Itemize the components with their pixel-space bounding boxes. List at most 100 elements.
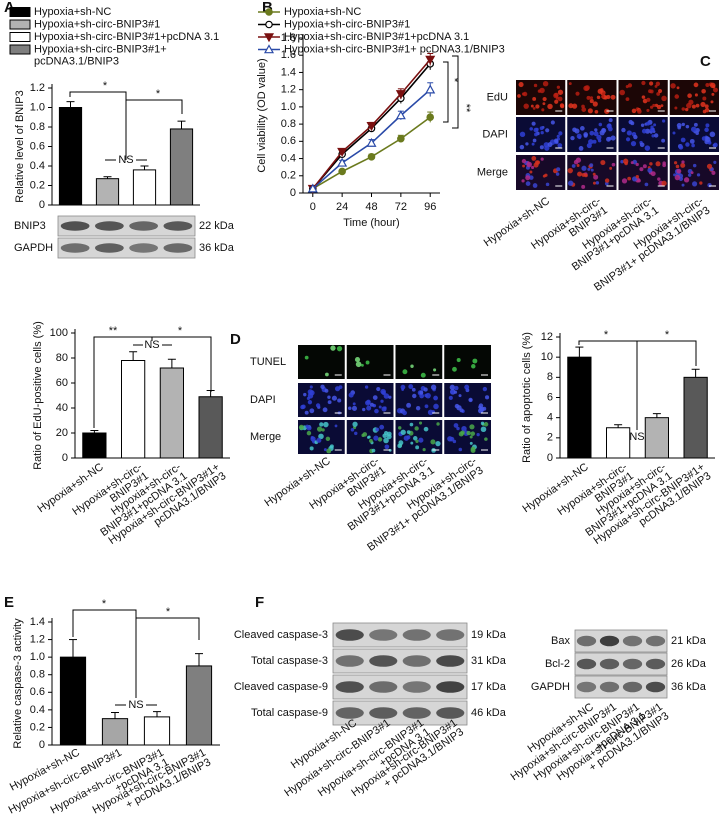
cell-nucleus (521, 179, 525, 183)
bar (185, 665, 213, 746)
y-axis-title: Relative caspase-3 activity (12, 618, 24, 749)
cell-nucleus (609, 166, 613, 170)
panel-letter: D (230, 331, 241, 348)
cell-nucleus (685, 142, 690, 147)
legend-label: Hypoxia+sh-circ-BNIP3#1+ (34, 43, 167, 55)
cell-nucleus (420, 372, 426, 378)
cell-nucleus (699, 181, 703, 185)
cell-nucleus (382, 433, 387, 439)
y-tick-label: 0 (290, 187, 296, 199)
cell-nucleus (461, 426, 467, 432)
cell-nucleus (695, 103, 700, 108)
cell-nucleus (433, 368, 437, 372)
cell-nucleus (576, 133, 582, 139)
panel-letter: E (4, 594, 14, 611)
cell-nucleus (705, 136, 709, 140)
cell-nucleus (449, 384, 456, 391)
blot-band (599, 635, 620, 647)
cell-nucleus (642, 98, 648, 104)
cell-nucleus (687, 93, 692, 99)
cell-nucleus (574, 128, 580, 134)
y-tick-label: 0 (547, 452, 553, 464)
blot-band (645, 658, 666, 670)
y-axis-title: Cell viability (OD value) (256, 58, 268, 172)
blot-size: 21 kDa (671, 635, 707, 647)
cell-nucleus (480, 421, 485, 426)
bar (101, 718, 129, 746)
y-tick-label: 1.8 (281, 32, 296, 44)
blot-label: GAPDH (531, 681, 570, 693)
cell-nucleus (352, 421, 358, 427)
cell-nucleus (646, 108, 650, 112)
blot-band (436, 629, 465, 641)
cell-nucleus (556, 167, 561, 172)
point (307, 183, 318, 193)
cell-nucleus (309, 390, 315, 396)
cell-nucleus (456, 426, 460, 431)
cell-nucleus (469, 435, 473, 439)
cell-nucleus (707, 182, 712, 188)
cell-nucleus (309, 385, 313, 389)
blot-label: GAPDH (14, 242, 53, 254)
cell-nucleus (554, 99, 559, 104)
cell-nucleus (325, 436, 331, 441)
blot-band (576, 681, 597, 693)
legend-marker (265, 20, 273, 29)
cell-nucleus (672, 131, 676, 135)
cell-nucleus (592, 139, 597, 144)
cell-nucleus (687, 173, 692, 177)
cell-nucleus (583, 85, 589, 91)
cell-nucleus (351, 405, 358, 411)
cell-nucleus (553, 92, 559, 99)
row-label: DAPI (482, 128, 508, 140)
y-tick-label: 8 (547, 371, 553, 383)
cell-nucleus (599, 88, 604, 92)
cell-nucleus (523, 103, 529, 109)
blot-band (599, 681, 620, 693)
cell-nucleus (485, 395, 490, 400)
cell-nucleus (484, 437, 488, 441)
cell-nucleus (639, 142, 645, 148)
blot-strip (574, 675, 668, 699)
cell-nucleus (597, 138, 602, 143)
cell-nucleus (673, 173, 677, 177)
cell-nucleus (690, 171, 694, 175)
y-tick-label: 0.2 (30, 721, 45, 733)
cell-nucleus (522, 164, 526, 168)
cell-nucleus (628, 119, 633, 125)
blot-band (402, 629, 431, 641)
cell-nucleus (635, 162, 639, 167)
cell-nucleus (471, 364, 476, 369)
y-tick-label: 0.6 (30, 140, 45, 152)
cell-nucleus (589, 96, 594, 100)
cell-nucleus (362, 407, 366, 412)
cell-nucleus (655, 161, 661, 167)
cell-nucleus (525, 181, 531, 186)
cell-nucleus (406, 430, 411, 434)
cell-nucleus (373, 435, 379, 441)
row-label: DAPI (250, 394, 276, 406)
legend-label: Hypoxia+sh-NC (34, 6, 111, 18)
cell-nucleus (589, 130, 595, 136)
cell-nucleus (575, 157, 582, 163)
blot-band (369, 681, 398, 693)
cell-nucleus (338, 385, 343, 390)
cell-nucleus (369, 438, 373, 443)
blot-strip (57, 237, 196, 259)
cell-nucleus (684, 107, 689, 112)
cell-nucleus (567, 180, 574, 186)
y-tick-label: 2 (547, 432, 553, 444)
cell-nucleus (303, 392, 307, 397)
cell-nucleus (482, 386, 488, 392)
y-tick-label: 6 (547, 391, 553, 403)
cell-nucleus (526, 161, 532, 168)
point (426, 113, 435, 122)
cell-nucleus (610, 94, 616, 100)
cell-nucleus (544, 145, 550, 151)
blot-band (335, 681, 364, 693)
cell-nucleus (700, 101, 706, 108)
cell-nucleus (705, 83, 710, 88)
cell-nucleus (458, 447, 463, 452)
cell-nucleus (578, 146, 584, 151)
micrograph (444, 345, 491, 379)
